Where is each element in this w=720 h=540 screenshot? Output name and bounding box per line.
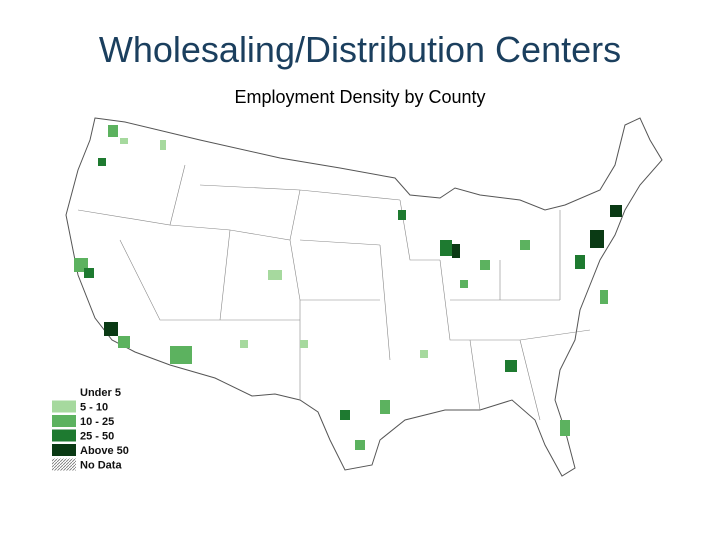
legend-swatch [52, 400, 76, 413]
legend-swatch [52, 386, 76, 398]
legend-label: Above 50 [80, 445, 129, 457]
legend-label: 5 - 10 [80, 402, 108, 414]
legend-swatch [52, 458, 76, 471]
state-borders [77, 164, 591, 421]
legend-swatch [52, 415, 76, 427]
legend-label: 10 - 25 [80, 416, 114, 428]
title: Wholesaling/Distribution Centers [99, 29, 621, 70]
us-map [65, 117, 663, 477]
legend-swatch [52, 444, 76, 456]
legend-label: Under 5 [80, 387, 121, 399]
legend-label: No Data [80, 460, 122, 472]
country-outline [65, 117, 663, 477]
legend-label: 25 - 50 [80, 431, 114, 443]
county-markers [74, 125, 622, 450]
subtitle: Employment Density by County [234, 87, 485, 107]
legend: Under 5 5 - 10 10 - 25 25 - 50 Above 50 No Da… [52, 386, 129, 472]
legend-swatch [52, 429, 76, 442]
